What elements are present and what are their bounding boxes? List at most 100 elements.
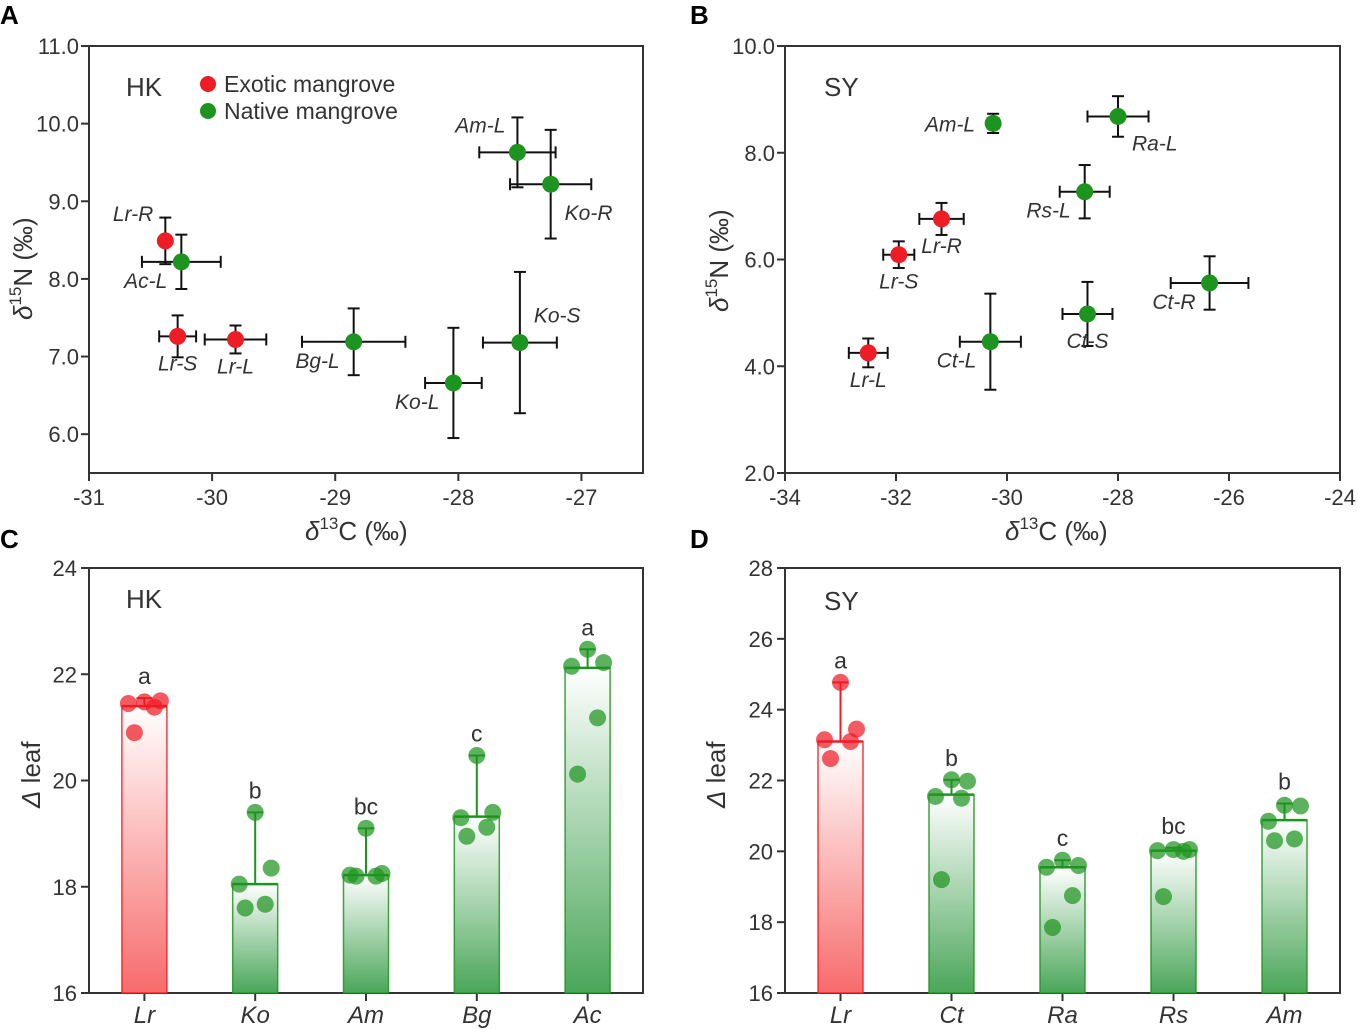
replicate-point-am (1266, 832, 1283, 850)
significance-letter-ac: a (581, 614, 594, 640)
bar-lr (817, 740, 864, 994)
data-point-ko-r (542, 175, 560, 193)
x-tick-label-b: -34 (769, 485, 801, 510)
site-label-d: SY (824, 586, 859, 616)
panel-letter-a: A (0, 0, 19, 30)
replicate-point-ac (579, 640, 597, 658)
y-axis-label-a: δ15N (‰) (6, 217, 38, 320)
replicate-point-lr (816, 731, 833, 749)
point-label-am-l: Am-L (923, 113, 975, 136)
bar-lr (121, 705, 168, 994)
category-label-ko: Ko (241, 1002, 270, 1029)
y-tick-label-d: 24 (749, 698, 773, 723)
x-axis-label-a: δ13C (‰) (305, 514, 408, 546)
y-axis-label-c: Δ leaf (16, 741, 46, 809)
x-tick-label-b: -32 (880, 485, 912, 510)
replicate-point-am (1260, 812, 1277, 830)
replicate-point-ra (1054, 851, 1071, 869)
x-tick-label-b: -26 (1213, 485, 1245, 510)
replicate-point-ra (1070, 857, 1087, 874)
category-label-bg: Bg (462, 1002, 492, 1029)
point-label-ko-l: Ko-L (395, 391, 439, 414)
y-tick-label-c: 22 (53, 662, 77, 687)
significance-letter-rs: bc (1161, 813, 1185, 839)
y-tick-label-a: 6.0 (48, 422, 79, 447)
significance-letter-bg: c (471, 721, 483, 747)
legend: Exotic mangrove Native mangrove (200, 71, 398, 124)
replicate-point-bg (458, 827, 476, 845)
x-tick-label-a: -28 (442, 485, 474, 510)
legend-exotic-label: Exotic mangrove (224, 71, 395, 97)
data-point-ko-s (511, 334, 529, 352)
bar-am (1261, 819, 1308, 994)
replicate-point-ac (563, 657, 581, 675)
replicate-point-ct (953, 789, 970, 807)
replicate-point-am (1292, 797, 1309, 815)
replicate-point-rs (1149, 842, 1166, 860)
site-label-a: HK (126, 72, 163, 102)
panel-letter-c: C (0, 524, 19, 554)
data-point-ct-s (1078, 305, 1096, 323)
bar-bg (453, 815, 501, 994)
replicate-point-ra (1044, 918, 1061, 936)
x-tick-label-b: -28 (1102, 485, 1134, 510)
y-tick-label-b: 2.0 (744, 461, 775, 486)
point-label-lr-s: Lr-S (158, 352, 197, 375)
replicate-point-ct (933, 871, 950, 889)
y-tick-label-c: 18 (53, 875, 77, 900)
point-label-ct-l: Ct-L (937, 350, 977, 373)
replicate-point-ra (1064, 887, 1081, 905)
data-point-ra-l (1109, 107, 1127, 125)
category-label-am: Am (346, 1002, 384, 1029)
point-label-lr-l: Lr-L (217, 355, 254, 378)
data-point-lr-s (169, 327, 187, 345)
y-tick-label-a: 9.0 (48, 189, 79, 214)
category-label-ra: Ra (1047, 1002, 1078, 1029)
replicate-point-am (1286, 830, 1303, 848)
replicate-point-lr (822, 750, 839, 768)
data-point-bg-l (345, 333, 363, 351)
significance-letter-lr: a (834, 647, 847, 673)
plot-frame-b (784, 45, 1341, 474)
data-point-ko-l (444, 374, 462, 392)
replicate-point-bg (478, 818, 496, 836)
replicate-point-lr (832, 673, 849, 691)
point-label-bg-l: Bg-L (295, 350, 339, 373)
y-tick-label-b: 4.0 (744, 354, 775, 379)
y-tick-label-d: 26 (749, 627, 773, 652)
point-label-rs-l: Rs-L (1026, 200, 1070, 223)
y-tick-label-d: 18 (749, 910, 773, 935)
data-point-lr-r (933, 210, 951, 228)
data-point-ct-r (1201, 274, 1219, 292)
data-point-am-l (508, 143, 526, 161)
x-tick-label-b: -24 (1324, 485, 1356, 510)
bar-ra (1039, 866, 1086, 994)
point-label-lr-r: Lr-R (113, 203, 153, 226)
data-point-ac-l (172, 253, 190, 271)
data-point-lr-l (859, 344, 877, 362)
bar-ct (928, 793, 975, 994)
point-label-lr-s: Lr-S (879, 271, 918, 294)
replicate-point-ko (230, 875, 248, 893)
plot-frame-a (88, 45, 644, 474)
replicate-point-ct (959, 772, 976, 790)
replicate-point-lr (842, 733, 859, 751)
point-label-am-l: Am-L (453, 114, 505, 137)
scatter-panel-hk: -31 -30 -29 -28 -27 6.0 7.0 8.0 9.0 10.0 11.0 Lr-R A… (36, 34, 644, 510)
replicate-point-ra (1038, 858, 1055, 876)
y-tick-label-a: 10.0 (36, 112, 79, 137)
data-point-lr-s (890, 246, 908, 264)
replicate-point-ko (246, 803, 264, 821)
replicate-point-ac (589, 709, 607, 727)
replicate-point-ac (569, 765, 587, 783)
panel-letter-d: D (690, 524, 709, 554)
data-point-lr-l (227, 330, 245, 348)
legend-native-marker (200, 103, 216, 119)
point-label-lr-l: Lr-L (850, 369, 887, 392)
replicate-point-lr (145, 698, 163, 716)
significance-letter-ko: b (249, 777, 262, 803)
data-point-lr-r (156, 232, 174, 250)
category-label-rs: Rs (1159, 1002, 1188, 1029)
category-label-lr: Lr (830, 1002, 852, 1029)
